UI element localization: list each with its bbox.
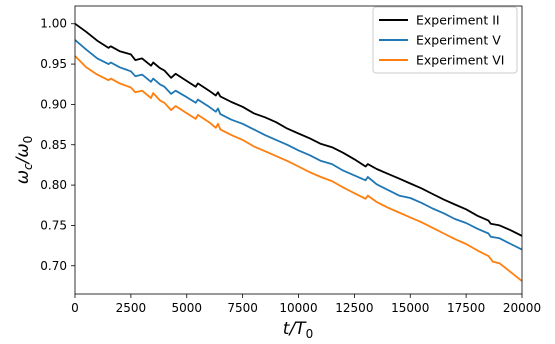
x-tick-label: 10000 [279, 301, 317, 315]
series-line-experiment-ii [75, 22, 522, 237]
legend: Experiment II Experiment V Experiment VI [372, 6, 518, 74]
y-tick-label: 0.75 [40, 218, 67, 232]
x-tick-label: 7500 [227, 301, 258, 315]
legend-label-experiment-v: Experiment V [416, 33, 501, 48]
y-tick-label: 0.70 [40, 259, 67, 273]
y-axis-title-sub-c: c [21, 163, 35, 170]
x-axis-title: t/T0 [283, 319, 313, 341]
y-tick-label: 0.90 [40, 97, 67, 111]
y-axis-title-sub-0: 0 [21, 136, 35, 144]
y-tick-label: 0.80 [40, 178, 67, 192]
legend-box [372, 6, 518, 74]
y-tick-label: 0.95 [40, 57, 67, 71]
y-axis-title: ωc/ω0 [13, 136, 35, 184]
y-tick-label: 1.00 [40, 17, 67, 31]
y-axis-title-slash-omega: /ω [13, 143, 33, 165]
x-tick-label: 0 [71, 301, 79, 315]
x-axis-title-sub: 0 [306, 327, 314, 341]
y-tick-label: 0.85 [40, 138, 67, 152]
legend-label-experiment-vi: Experiment VI [416, 53, 504, 68]
series-line-experiment-vi [75, 55, 522, 282]
x-tick-label: 12500 [335, 301, 373, 315]
x-tick-label: 5000 [171, 301, 202, 315]
x-tick-label: 15000 [391, 301, 429, 315]
series-layer [75, 22, 522, 282]
x-tick-label: 2500 [116, 301, 147, 315]
x-axis-title-main: t/T [283, 319, 307, 339]
y-axis: 0.70 0.75 0.80 0.85 0.90 0.95 1.00 [40, 17, 75, 273]
y-axis-title-omega: ω [13, 170, 33, 184]
legend-label-experiment-ii: Experiment II [416, 13, 500, 28]
x-tick-label: 17500 [447, 301, 485, 315]
series-line-experiment-v [75, 39, 522, 251]
x-axis: 0 2500 5000 7500 10000 12500 15000 17500 20000 [71, 294, 541, 315]
x-tick-label: 20000 [503, 301, 541, 315]
